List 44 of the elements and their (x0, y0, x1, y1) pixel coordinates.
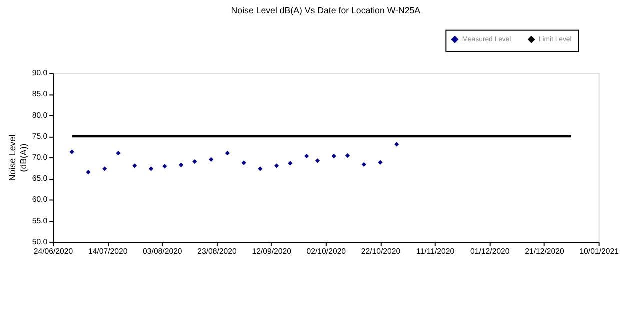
point (148, 166, 154, 172)
point (86, 170, 91, 175)
y-tick-label: 90.0 (32, 68, 48, 78)
point (192, 159, 198, 164)
point (178, 162, 184, 168)
chart-title: Noise Level dB(A) Vs Date for Location W-N25A (231, 6, 421, 16)
y-tick-label: 75.0 (32, 132, 48, 141)
x-tick-label: 21/12/2020 (525, 247, 565, 256)
x-tick-label: 11/11/2020 (416, 247, 456, 256)
point (242, 160, 246, 166)
x-tick-label: 24/06/2020 (34, 247, 74, 256)
x-tick-label: 12/09/2020 (252, 247, 292, 256)
y-tick-label: 65.0 (32, 174, 48, 184)
point (102, 166, 108, 172)
y-tick-label: 60.0 (32, 195, 48, 204)
x-tick-label: 01/12/2020 (470, 247, 510, 256)
y-tick-label: 55.0 (32, 216, 48, 226)
point (116, 151, 121, 156)
point (394, 142, 400, 147)
point (315, 158, 320, 164)
point (258, 166, 263, 172)
point (162, 164, 168, 169)
point (332, 154, 336, 159)
x-tick-label: 03/08/2020 (143, 247, 183, 256)
x-tick-label: 02/10/2020 (306, 247, 347, 256)
y-tick-label: 80.0 (32, 110, 48, 120)
x-tick-label: 22/10/2020 (361, 247, 402, 256)
y-tick-label: 70.0 (32, 152, 48, 162)
y-tick-label: 50.0 (32, 237, 48, 246)
point (225, 151, 230, 156)
point (208, 157, 214, 162)
point (70, 150, 74, 154)
point (274, 164, 280, 168)
x-tick-label: 10/01/2021 (580, 247, 619, 256)
point (378, 160, 383, 165)
point (362, 162, 366, 168)
point (304, 154, 310, 159)
y-axis-title: Noise Level (dB(A)) (8, 134, 28, 182)
point (132, 164, 138, 168)
point (288, 161, 293, 166)
x-tick-label: 14/07/2020 (88, 247, 128, 256)
y-tick-label: 85.0 (32, 90, 48, 99)
point (345, 154, 350, 158)
x-tick-label: 23/08/2020 (198, 247, 238, 256)
